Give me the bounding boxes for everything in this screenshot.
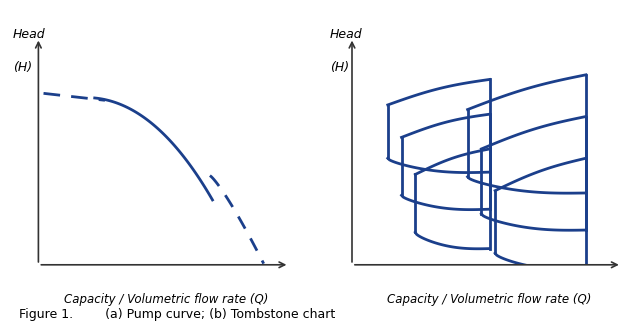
Text: Figure 1.        (a) Pump curve; (b) Tombstone chart: Figure 1. (a) Pump curve; (b) Tombstone … — [19, 308, 335, 321]
Text: Capacity / Volumetric flow rate (Q): Capacity / Volumetric flow rate (Q) — [387, 293, 592, 306]
Text: Head: Head — [13, 28, 45, 41]
Text: (H): (H) — [13, 61, 32, 74]
Text: (H): (H) — [330, 61, 349, 74]
Text: Head: Head — [330, 28, 363, 41]
Text: Capacity / Volumetric flow rate (Q): Capacity / Volumetric flow rate (Q) — [64, 293, 269, 306]
